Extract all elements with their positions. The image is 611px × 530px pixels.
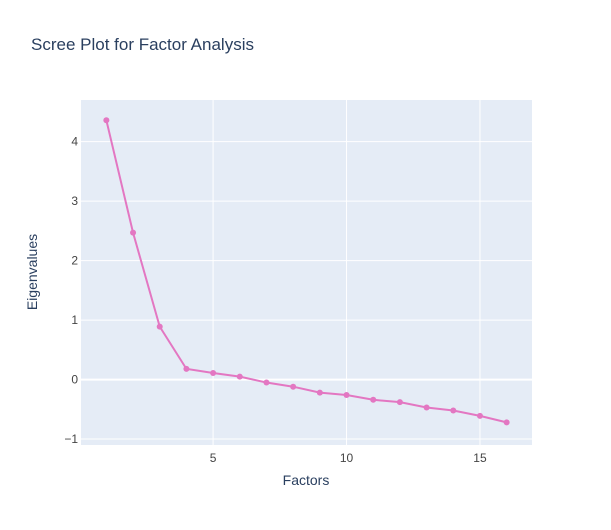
chart-title: Scree Plot for Factor Analysis	[31, 35, 254, 54]
series-line	[105, 119, 507, 424]
x-axis-label: Factors	[283, 472, 330, 488]
y-tick-label: 4	[71, 135, 78, 149]
y-tick-label: −1	[64, 432, 78, 446]
y-tick-label: 3	[71, 194, 78, 208]
data-point[interactable]	[290, 383, 297, 390]
data-point[interactable]	[423, 404, 430, 411]
data-point[interactable]	[263, 379, 270, 386]
y-axis-label: Eigenvalues	[24, 234, 40, 310]
x-tick-label: 5	[210, 451, 217, 465]
y-tick-label: 2	[71, 254, 78, 268]
data-point[interactable]	[103, 117, 110, 124]
data-point[interactable]	[236, 373, 243, 380]
y-axis-ticks: −1 0 1 2 3 4	[64, 135, 78, 446]
data-point[interactable]	[450, 407, 457, 414]
series-layer	[103, 117, 510, 426]
x-axis-ticks: 5 10 15	[210, 451, 487, 465]
x-tick-label: 10	[340, 451, 354, 465]
data-point[interactable]	[130, 229, 137, 236]
data-point[interactable]	[476, 412, 483, 419]
data-point[interactable]	[343, 392, 350, 399]
y-tick-label: 1	[71, 313, 78, 327]
plot-area	[81, 100, 532, 445]
data-point[interactable]	[210, 370, 217, 377]
data-point[interactable]	[396, 399, 403, 406]
x-tick-label: 15	[473, 451, 487, 465]
grid-lines	[81, 100, 532, 445]
data-point[interactable]	[503, 419, 510, 426]
y-tick-label: 0	[71, 373, 78, 387]
data-point[interactable]	[156, 323, 163, 330]
data-point[interactable]	[370, 396, 377, 403]
data-point[interactable]	[183, 365, 190, 372]
data-point[interactable]	[316, 389, 323, 396]
